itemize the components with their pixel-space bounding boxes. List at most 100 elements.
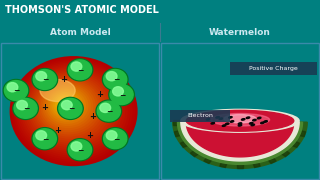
Circle shape (58, 97, 83, 119)
Circle shape (48, 89, 86, 122)
Circle shape (55, 95, 76, 113)
Circle shape (104, 69, 127, 89)
Ellipse shape (253, 119, 256, 121)
Circle shape (97, 101, 120, 121)
Ellipse shape (181, 109, 299, 132)
Ellipse shape (219, 118, 222, 120)
Circle shape (68, 140, 92, 160)
Circle shape (104, 129, 127, 149)
Circle shape (13, 59, 133, 162)
Circle shape (42, 84, 93, 128)
Ellipse shape (40, 80, 75, 102)
Circle shape (35, 78, 103, 137)
Text: −: − (42, 135, 49, 144)
Ellipse shape (226, 123, 229, 125)
Polygon shape (238, 120, 290, 157)
Polygon shape (181, 122, 299, 161)
Circle shape (106, 131, 117, 140)
Circle shape (59, 98, 71, 109)
Text: −: − (42, 76, 49, 85)
Circle shape (19, 64, 125, 156)
Text: +: + (60, 75, 68, 84)
Circle shape (22, 67, 120, 151)
Text: +: + (54, 126, 61, 135)
Polygon shape (204, 121, 243, 163)
Circle shape (50, 90, 84, 120)
Circle shape (29, 73, 111, 143)
Text: −: − (113, 76, 119, 85)
Circle shape (67, 59, 93, 81)
Ellipse shape (216, 117, 219, 118)
Circle shape (24, 69, 118, 149)
Ellipse shape (222, 125, 226, 126)
Text: Atom Model: Atom Model (50, 28, 110, 37)
Circle shape (71, 62, 82, 71)
Text: +: + (89, 112, 96, 121)
Circle shape (32, 128, 58, 150)
Circle shape (33, 129, 56, 149)
Polygon shape (237, 121, 276, 163)
Text: +: + (41, 103, 48, 112)
Circle shape (40, 83, 96, 130)
FancyBboxPatch shape (170, 110, 230, 122)
Circle shape (32, 68, 58, 91)
Text: Watermelon: Watermelon (209, 28, 271, 37)
Ellipse shape (246, 117, 250, 119)
Ellipse shape (261, 122, 264, 124)
Circle shape (96, 100, 122, 122)
Circle shape (109, 84, 134, 106)
Circle shape (31, 75, 108, 141)
Text: −: − (119, 91, 125, 100)
Circle shape (12, 58, 135, 164)
Ellipse shape (206, 119, 210, 120)
Circle shape (3, 80, 29, 102)
Ellipse shape (238, 123, 242, 124)
Text: Electron: Electron (187, 113, 213, 118)
Ellipse shape (229, 117, 232, 118)
Text: THOMSON'S ATOMIC MODEL: THOMSON'S ATOMIC MODEL (5, 5, 159, 15)
Circle shape (20, 66, 123, 154)
Ellipse shape (258, 117, 261, 119)
Circle shape (28, 72, 113, 145)
Ellipse shape (250, 123, 253, 124)
Circle shape (36, 131, 47, 140)
Circle shape (37, 80, 101, 135)
Circle shape (61, 100, 72, 110)
Circle shape (113, 87, 124, 96)
Polygon shape (237, 122, 260, 168)
Polygon shape (239, 120, 306, 137)
Text: −: − (68, 104, 74, 113)
Polygon shape (190, 120, 242, 157)
Ellipse shape (242, 119, 245, 120)
Circle shape (59, 98, 82, 118)
Polygon shape (173, 122, 307, 168)
Circle shape (57, 97, 74, 111)
Circle shape (106, 71, 117, 81)
Text: +: + (86, 131, 93, 140)
Circle shape (51, 92, 81, 118)
Circle shape (17, 100, 28, 110)
Circle shape (13, 97, 38, 119)
Circle shape (7, 83, 18, 92)
Circle shape (71, 142, 82, 151)
Polygon shape (173, 120, 240, 125)
Circle shape (39, 81, 98, 132)
FancyBboxPatch shape (230, 62, 317, 75)
Polygon shape (178, 122, 302, 164)
Ellipse shape (224, 114, 256, 123)
Circle shape (110, 85, 133, 105)
Text: −: − (23, 104, 29, 113)
Circle shape (33, 76, 106, 139)
Circle shape (4, 81, 28, 100)
Circle shape (68, 60, 92, 80)
Ellipse shape (186, 110, 294, 131)
Text: −: − (13, 87, 20, 96)
Polygon shape (220, 122, 243, 168)
Polygon shape (186, 122, 294, 157)
Polygon shape (174, 120, 241, 137)
Circle shape (102, 128, 128, 150)
Text: +: + (96, 90, 103, 99)
Circle shape (100, 103, 111, 112)
Circle shape (36, 71, 47, 81)
Ellipse shape (238, 125, 242, 126)
